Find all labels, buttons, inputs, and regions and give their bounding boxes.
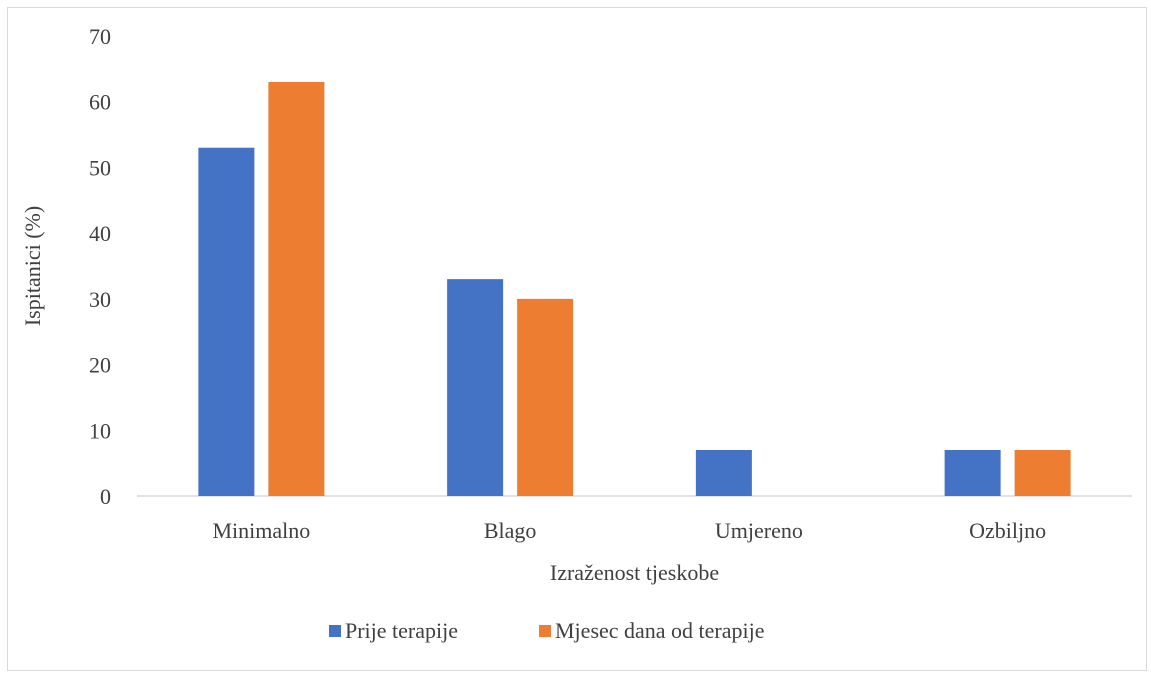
legend-swatch	[329, 625, 341, 637]
x-tick-label: Minimalno	[212, 518, 310, 543]
bar	[447, 279, 504, 496]
bar	[1014, 450, 1071, 496]
bar	[944, 450, 1001, 496]
bar	[268, 82, 325, 496]
y-tick-label: 50	[89, 155, 111, 180]
bar	[695, 450, 752, 496]
legend-label: Mjesec dana od terapije	[555, 618, 765, 643]
y-tick-label: 40	[89, 221, 111, 246]
x-tick-label: Umjereno	[715, 518, 803, 543]
y-tick-label: 0	[100, 484, 111, 509]
x-axis-title: Izraženost tjeskobe	[550, 560, 719, 585]
x-tick-label: Ozbiljno	[969, 518, 1046, 543]
y-tick-label: 30	[89, 287, 111, 312]
y-axis-ticks: 0 10 20 30 40 50 60 70	[89, 24, 111, 509]
y-tick-label: 60	[89, 90, 111, 115]
legend: Prije terapije Mjesec dana od terapije	[329, 618, 765, 643]
legend-swatch	[539, 625, 551, 637]
bar	[517, 298, 574, 496]
bars	[198, 82, 1071, 496]
y-tick-label: 10	[89, 418, 111, 443]
y-tick-label: 20	[89, 353, 111, 378]
legend-label: Prije terapije	[345, 618, 458, 643]
y-axis-title: Ispitanici (%)	[20, 206, 45, 326]
chart-frame	[7, 7, 1147, 671]
bar	[198, 147, 255, 496]
x-axis-ticks: Minimalno Blago Umjereno Ozbiljno	[212, 518, 1046, 543]
y-tick-label: 70	[89, 24, 111, 49]
x-tick-label: Blago	[484, 518, 537, 543]
